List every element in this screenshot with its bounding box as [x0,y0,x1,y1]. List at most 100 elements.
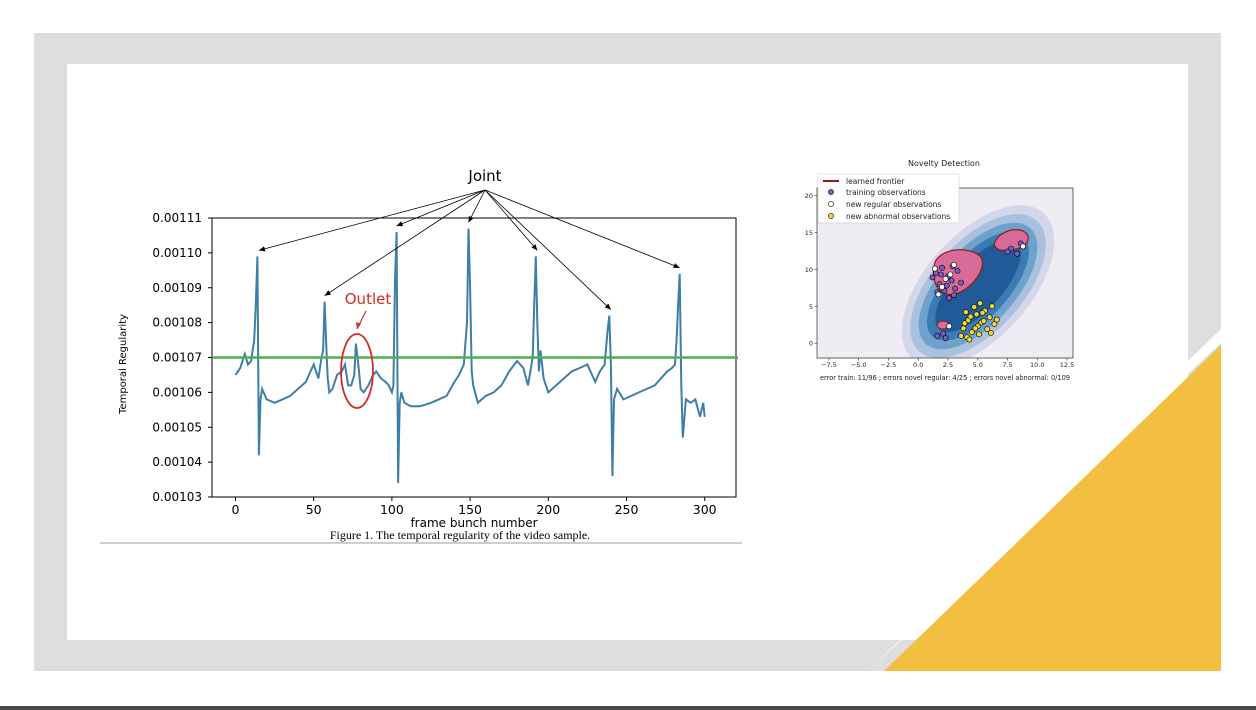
y-tick-label: 0.00105 [152,420,202,434]
bottom-bar [0,706,1256,710]
scatter-point [972,325,979,332]
joint-arrowhead [531,244,538,251]
scatter-point [960,325,967,332]
x-tick-label: 200 [536,502,560,517]
novelty-y-tick-label: 15 [805,229,813,237]
corner-white-stripe [868,329,1221,671]
figure-caption: Figure 1. The temporal regularity of the… [330,528,590,542]
novelty-x-tick-label: 5.0 [973,361,983,369]
scatter-point [952,285,959,292]
novelty-error-summary: error train: 11/96 ; errors novel regula… [820,374,1070,382]
x-tick-label: 100 [380,502,404,517]
scatter-point [991,321,998,327]
scatter-point [934,332,941,339]
scatter-point [942,335,949,341]
y-tick-label: 0.00110 [152,246,202,260]
joint-arrowhead [604,303,611,310]
novelty-x-tick-label: −2.5 [881,361,897,369]
novelty-y-tick-label: 20 [805,192,813,200]
novelty-x-tick-label: 12.5 [1060,361,1074,369]
scatter-point [942,276,949,282]
scatter-point [976,331,982,338]
joint-arrow [258,189,486,251]
y-tick-label: 0.00111 [152,211,202,225]
y-axis-label: Temporal Regularity [118,314,129,415]
scatter-point [973,311,980,318]
joint-arrow [484,189,612,310]
joint-arrowhead [673,263,680,268]
outlet-label: Outlet [345,290,392,308]
scatter-point [962,309,969,316]
scatter-point [940,330,947,337]
scatter-point [1014,250,1020,257]
y-tick-label: 0.00103 [152,490,202,504]
scatter-point [971,304,978,310]
scatter-point [980,318,987,324]
joint-arrow [468,189,486,223]
scatter-point [939,264,945,271]
x-tick-label: 0 [231,502,239,517]
y-tick-label: 0.00107 [152,351,202,365]
y-tick-label: 0.00104 [152,455,202,469]
novelty-x-tick-label: 7.5 [1002,361,1012,369]
scatter-point [939,284,945,290]
scatter-point [931,265,938,272]
scatter-point [946,295,953,302]
x-axis-label: frame bunch number [410,516,537,530]
legend-label: new regular observations [846,200,941,209]
novelty-x-tick-label: 0.0 [913,361,923,369]
novelty-title: Novelty Detection [908,159,980,168]
legend-regular-swatch [828,201,834,207]
series-line [234,228,706,484]
novelty-x-tick-label: 2.5 [943,361,953,369]
legend-label: training observations [846,188,926,197]
legend-label: learned frontier [846,177,905,186]
scatter-point [954,267,961,274]
scatter-point [993,316,1000,323]
scatter-point [951,292,957,299]
novelty-x-tick-label: 10.0 [1030,361,1044,369]
novelty-legend: learned frontier training observations n… [817,173,960,224]
scatter-point [948,277,955,284]
scatter-point [929,274,936,281]
joint-arrowhead [396,221,404,227]
novelty-tick-labels: −7.5 −5.0 −2.5 0.0 2.5 5.0 7.5 10.0 12.5 0 5 10 15 20 [805,192,1075,369]
novelty-x-tick-label: −7.5 [821,361,837,369]
novelty-y-tick-label: 5 [809,303,813,311]
scatter-point [1004,248,1011,255]
scatter-point [966,336,973,343]
x-tick-label: 250 [615,502,639,517]
scatter-point [986,314,993,321]
scatter-point [946,323,953,330]
outlet-ellipse [340,333,374,409]
scatter-point [977,300,984,307]
scatter-points [929,240,1026,343]
joint-arrow [396,189,486,227]
joint-arrowhead [258,246,266,252]
scatter-point [958,279,964,286]
legend-training-swatch [828,189,834,195]
scatter-point [935,291,942,298]
scatter-point [958,332,964,339]
joint-arrow [484,189,538,251]
joint-arrowhead [324,290,332,296]
joint-arrow [484,189,680,269]
scatter-point [943,282,950,289]
novelty-y-tick-label: 10 [805,266,813,274]
x-tick-label: 300 [693,502,717,517]
joint-label: Joint [467,167,501,185]
scatter-point [968,329,975,336]
scatter-point [989,303,995,310]
joint-arrow [324,189,486,297]
scatter-point [951,261,957,268]
scatter-point [1020,243,1026,250]
tick-labels: 0 50 100 150 200 250 300 0.00103 0.00104 0.00105 0… [152,211,716,517]
novelty-x-tick-label: −5.0 [851,361,867,369]
y-tick-label: 0.00109 [152,281,202,295]
legend-abnormal-swatch [828,213,834,219]
x-tick-label: 150 [458,502,482,517]
scatter-point [979,310,986,316]
